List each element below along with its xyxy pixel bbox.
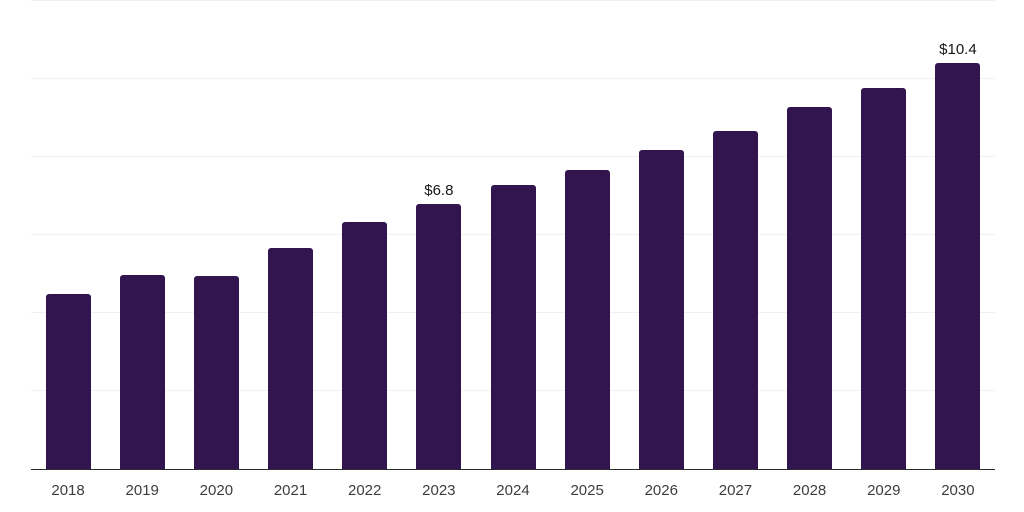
gridline bbox=[31, 0, 995, 1]
x-tick-label-2029: 2029 bbox=[867, 482, 901, 499]
bar-2025 bbox=[564, 169, 610, 469]
x-tick-label-2024: 2024 bbox=[496, 482, 530, 499]
x-tick-label-2019: 2019 bbox=[125, 482, 159, 499]
x-tick-label-2027: 2027 bbox=[718, 482, 753, 499]
bar-value-label-2023: $6.8 bbox=[424, 181, 454, 199]
bar-2022 bbox=[342, 221, 388, 469]
bar-value-label-2030: $10.4 bbox=[939, 41, 977, 59]
bar-2028 bbox=[787, 107, 833, 469]
x-tick-label-2030: 2030 bbox=[941, 482, 975, 499]
gridline bbox=[31, 78, 995, 79]
x-tick-label-2028: 2028 bbox=[792, 482, 827, 499]
bar-2026 bbox=[638, 149, 684, 469]
gridline bbox=[31, 156, 995, 157]
bar-2020 bbox=[193, 275, 239, 469]
bar-2029 bbox=[861, 88, 907, 469]
plot-area: $6.8 $10.4 bbox=[31, 0, 995, 471]
bar-2023 bbox=[416, 203, 462, 469]
x-tick-label-2023: 2023 bbox=[422, 482, 456, 499]
bar-2021 bbox=[268, 247, 314, 469]
x-tick-label-2025: 2025 bbox=[570, 482, 604, 499]
x-tick-label-2021: 2021 bbox=[273, 482, 308, 499]
x-tick-label-2020: 2020 bbox=[199, 482, 234, 499]
bar-2027 bbox=[712, 131, 758, 469]
x-tick-label-2026: 2026 bbox=[644, 482, 678, 499]
x-tick-label-2018: 2018 bbox=[51, 482, 85, 499]
bar-2018 bbox=[45, 293, 91, 469]
x-axis-labels: 2018 2019 2020 2021 2022 2023 2024 2025 2026 2027… bbox=[31, 482, 995, 502]
x-axis-line bbox=[31, 469, 995, 471]
x-tick-label-2022: 2022 bbox=[347, 482, 382, 499]
bar-2024 bbox=[490, 185, 536, 469]
bar-2030 bbox=[935, 63, 981, 469]
bar-2019 bbox=[119, 274, 165, 469]
